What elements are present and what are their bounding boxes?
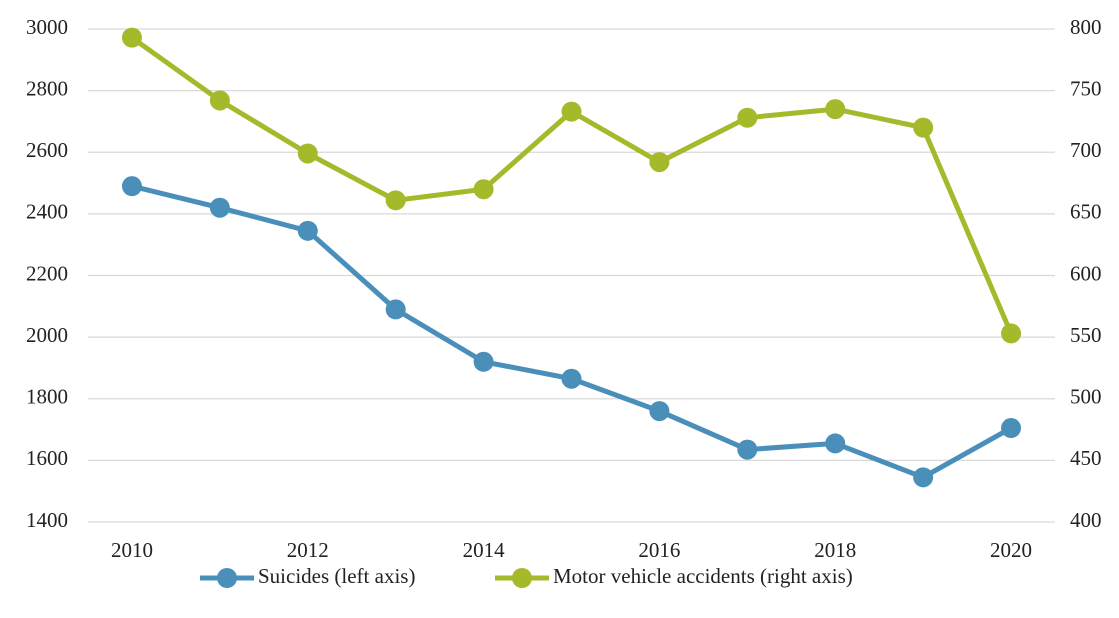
y2-tick-label: 650 — [1070, 200, 1102, 224]
data-point — [385, 190, 406, 211]
data-point — [1001, 323, 1022, 344]
y2-tick-label: 800 — [1070, 15, 1102, 39]
data-point — [1001, 418, 1022, 439]
y-tick-label: 2600 — [26, 138, 68, 162]
x-tick-label: 2016 — [638, 538, 680, 562]
series-line — [131, 183, 1013, 480]
y2-tick-label: 500 — [1070, 385, 1102, 409]
y2-tick-label: 550 — [1070, 323, 1102, 347]
x-tick-label: 2020 — [990, 538, 1032, 562]
legend-label: Motor vehicle accidents (right axis) — [553, 564, 853, 588]
data-point — [297, 220, 318, 241]
y2-tick-label: 600 — [1070, 261, 1102, 285]
data-point — [561, 368, 582, 389]
data-point — [737, 107, 758, 128]
data-point — [297, 143, 318, 164]
data-point — [121, 27, 142, 48]
legend-marker — [217, 568, 237, 588]
y-tick-label: 1400 — [26, 508, 68, 532]
y-tick-label: 2200 — [26, 261, 68, 285]
data-point — [913, 467, 934, 488]
y-tick-label: 3000 — [26, 15, 68, 39]
y2-tick-label: 450 — [1070, 446, 1102, 470]
y2-tick-label: 750 — [1070, 76, 1102, 100]
data-point — [209, 197, 230, 218]
series-line — [130, 35, 1014, 335]
legend-label: Suicides (left axis) — [258, 564, 415, 588]
y-tick-label: 2000 — [26, 323, 68, 347]
data-point — [209, 90, 230, 111]
x-tick-label: 2014 — [463, 538, 506, 562]
x-tick-label: 2010 — [111, 538, 153, 562]
data-point — [121, 176, 142, 197]
x-tick-label: 2018 — [814, 538, 856, 562]
y2-tick-label: 400 — [1070, 508, 1102, 532]
y-tick-label: 2800 — [26, 76, 68, 100]
data-point — [913, 117, 934, 138]
data-point — [649, 152, 670, 173]
y2-tick-label: 700 — [1070, 138, 1102, 162]
data-point — [561, 101, 582, 122]
legend-marker — [512, 568, 532, 588]
x-tick-label: 2012 — [287, 538, 329, 562]
y-tick-label: 1800 — [26, 385, 68, 409]
data-point — [825, 99, 846, 120]
data-point — [825, 433, 846, 454]
data-point — [473, 351, 494, 372]
data-point — [737, 439, 758, 460]
data-point — [385, 299, 406, 320]
data-point — [473, 179, 494, 200]
y-tick-label: 2400 — [26, 200, 68, 224]
y-tick-label: 1600 — [26, 446, 68, 470]
data-point — [649, 401, 670, 422]
